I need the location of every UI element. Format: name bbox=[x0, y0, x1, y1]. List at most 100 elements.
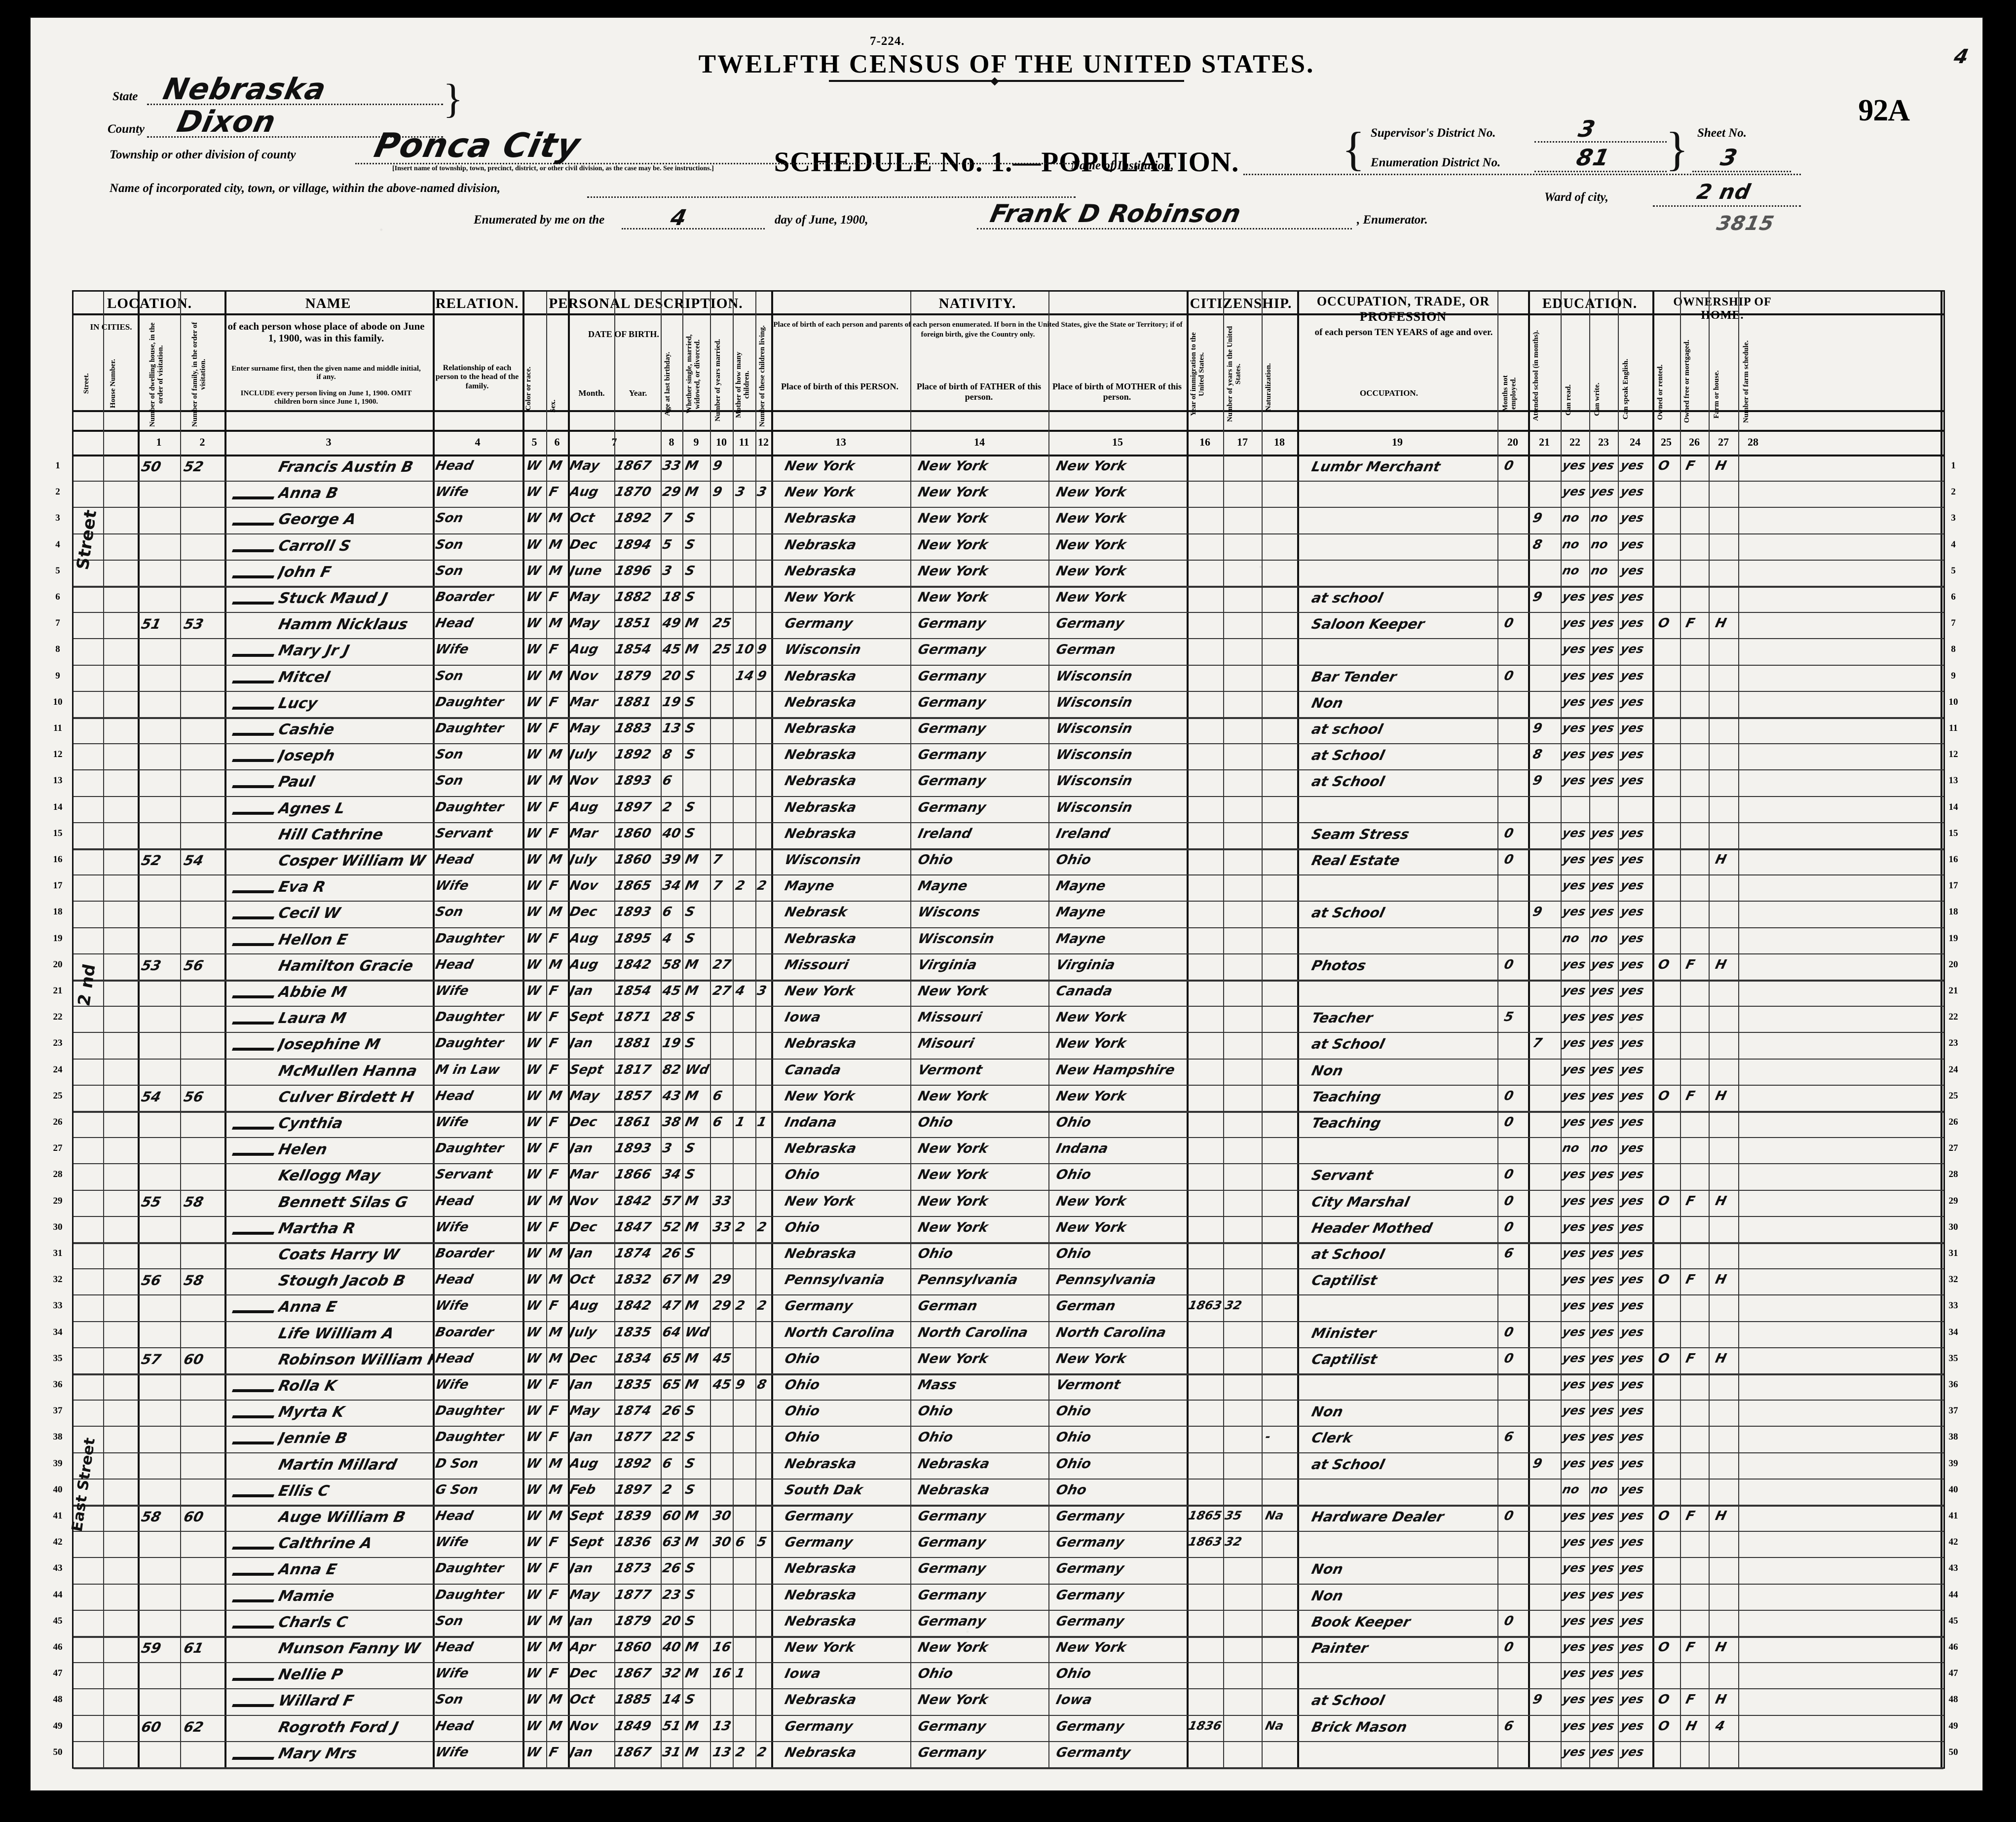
cell-sex: M bbox=[547, 1246, 564, 1261]
cell-ms: M bbox=[683, 485, 700, 500]
cell-age: 64 bbox=[661, 1325, 682, 1340]
county-value: Dixon bbox=[174, 105, 279, 139]
cell-read: yes bbox=[1561, 1666, 1587, 1680]
row-number-right: 6 bbox=[1951, 592, 1956, 602]
col-head-house-number: House Number. bbox=[109, 359, 117, 408]
cell-write: yes bbox=[1589, 1219, 1616, 1234]
cell-age: 33 bbox=[661, 458, 682, 473]
cell-fam: 58 bbox=[182, 1193, 205, 1210]
cell-write: yes bbox=[1589, 1010, 1616, 1024]
cell-write: yes bbox=[1589, 1535, 1616, 1549]
cell-name: Josephine M bbox=[276, 1036, 382, 1054]
cell-write: yes bbox=[1589, 852, 1616, 866]
cell-fam: 61 bbox=[182, 1640, 205, 1656]
cell-eng: yes bbox=[1619, 1456, 1645, 1470]
row-number-left: 6 bbox=[55, 592, 60, 602]
cell-yr: 1835 bbox=[613, 1325, 653, 1340]
cell-yr: 1874 bbox=[613, 1404, 653, 1419]
cell-pob: Nebraska bbox=[783, 563, 858, 579]
cell-sex: F bbox=[547, 1062, 560, 1077]
col-head-dwelling-number: Number of dwelling house, in the order o… bbox=[149, 322, 165, 427]
cell-ym: 33 bbox=[711, 1219, 733, 1235]
cell-mon: Sept bbox=[568, 1509, 605, 1523]
cell-yr: 1874 bbox=[613, 1246, 653, 1261]
row-number-right: 32 bbox=[1948, 1274, 1958, 1285]
cell-sex: F bbox=[547, 1298, 560, 1314]
cell-read: yes bbox=[1561, 1062, 1587, 1076]
cell-dwell: 52 bbox=[140, 852, 163, 869]
cell-eng: yes bbox=[1619, 1561, 1645, 1575]
cell-sex: F bbox=[547, 1561, 560, 1576]
cell-read: no bbox=[1561, 931, 1581, 945]
cell-mne: 0 bbox=[1502, 1167, 1515, 1182]
cell-race: W bbox=[524, 458, 543, 473]
row-divider bbox=[74, 1006, 1943, 1007]
cell-write: yes bbox=[1589, 721, 1616, 735]
row-divider bbox=[74, 559, 1943, 561]
cell-yr: 1860 bbox=[613, 852, 653, 867]
row-divider bbox=[74, 822, 1943, 823]
cell-mpob: Mayne bbox=[1054, 905, 1107, 920]
cell-name: Mary Jr J bbox=[276, 642, 351, 660]
cell-eng: yes bbox=[1619, 1246, 1645, 1260]
row-divider bbox=[74, 1767, 1943, 1769]
enumeration-value: 81 bbox=[1574, 144, 1612, 171]
cell-pob: New York bbox=[783, 458, 857, 474]
cell-yr: 1892 bbox=[613, 1456, 653, 1471]
cell-age: 45 bbox=[661, 984, 682, 998]
col-head-occupation: OCCUPATION. bbox=[1360, 388, 1418, 398]
ditto-dash bbox=[231, 549, 275, 552]
incorporated-rule bbox=[587, 196, 1076, 198]
cell-read: yes bbox=[1561, 1115, 1587, 1129]
cell-occ: Hardware Dealer bbox=[1310, 1509, 1446, 1525]
col-head-school-months: Attended school (in months). bbox=[1532, 330, 1540, 421]
cell-mpob: New Hampshire bbox=[1054, 1062, 1177, 1078]
cell-mpob: Germany bbox=[1054, 1535, 1126, 1551]
cell-fpob: New York bbox=[916, 984, 990, 999]
institution-label: Name of Institution, bbox=[1071, 159, 1174, 172]
cell-eng: yes bbox=[1619, 1613, 1645, 1628]
cell-mpob: New York bbox=[1054, 1351, 1128, 1366]
cell-race: W bbox=[524, 537, 543, 552]
row-number-left: 49 bbox=[53, 1720, 63, 1731]
cell-sex: F bbox=[547, 1587, 560, 1602]
cell-name: Ellis C bbox=[276, 1482, 331, 1500]
cell-name: Joseph bbox=[276, 747, 336, 765]
cell-yr: 1857 bbox=[613, 1088, 653, 1103]
row-number-right: 12 bbox=[1948, 749, 1958, 760]
row-number-right: 43 bbox=[1948, 1563, 1958, 1574]
enumeration-label: Enumeration District No. bbox=[1371, 156, 1501, 169]
cell-yr: 1867 bbox=[613, 1745, 653, 1760]
cell-write: yes bbox=[1589, 1456, 1616, 1470]
cell-nat: - bbox=[1264, 1430, 1272, 1444]
cell-mon: Aug bbox=[568, 1298, 600, 1314]
cell-age: 47 bbox=[661, 1298, 682, 1314]
cell-fpob: Ohio bbox=[916, 852, 955, 868]
cell-dwell: 53 bbox=[140, 957, 163, 974]
cell-sch: 9 bbox=[1531, 590, 1544, 605]
cell-mpob: North Carolina bbox=[1054, 1325, 1168, 1340]
cell-age: 19 bbox=[661, 1036, 682, 1051]
cell-rel: Daughter bbox=[434, 1036, 506, 1051]
cell-free: H bbox=[1684, 1718, 1699, 1734]
cell-fpob: Mayne bbox=[916, 878, 969, 894]
cell-write: no bbox=[1589, 563, 1609, 577]
cell-ms: S bbox=[683, 1456, 697, 1471]
cell-eng: yes bbox=[1619, 957, 1645, 971]
cell-sex: M bbox=[547, 905, 564, 920]
cell-ms: M bbox=[683, 1088, 700, 1103]
cell-occ: at school bbox=[1310, 721, 1385, 737]
cell-race: W bbox=[524, 1351, 543, 1366]
cell-eng: yes bbox=[1619, 1351, 1645, 1365]
township-rule bbox=[355, 163, 1076, 164]
column-divider bbox=[1262, 292, 1263, 1767]
col-head-year: Year. bbox=[629, 388, 647, 398]
cell-name: Hill Cathrine bbox=[276, 826, 385, 843]
cell-rel: Boarder bbox=[434, 590, 495, 605]
cell-name: Cynthia bbox=[276, 1115, 345, 1132]
date-of-birth-label: DATE OF BIRTH. bbox=[588, 329, 659, 339]
cell-race: W bbox=[524, 668, 543, 683]
cell-occ: Saloon Keeper bbox=[1310, 616, 1426, 633]
cell-age: 5 bbox=[661, 537, 673, 552]
cell-pob: Missouri bbox=[783, 957, 851, 973]
